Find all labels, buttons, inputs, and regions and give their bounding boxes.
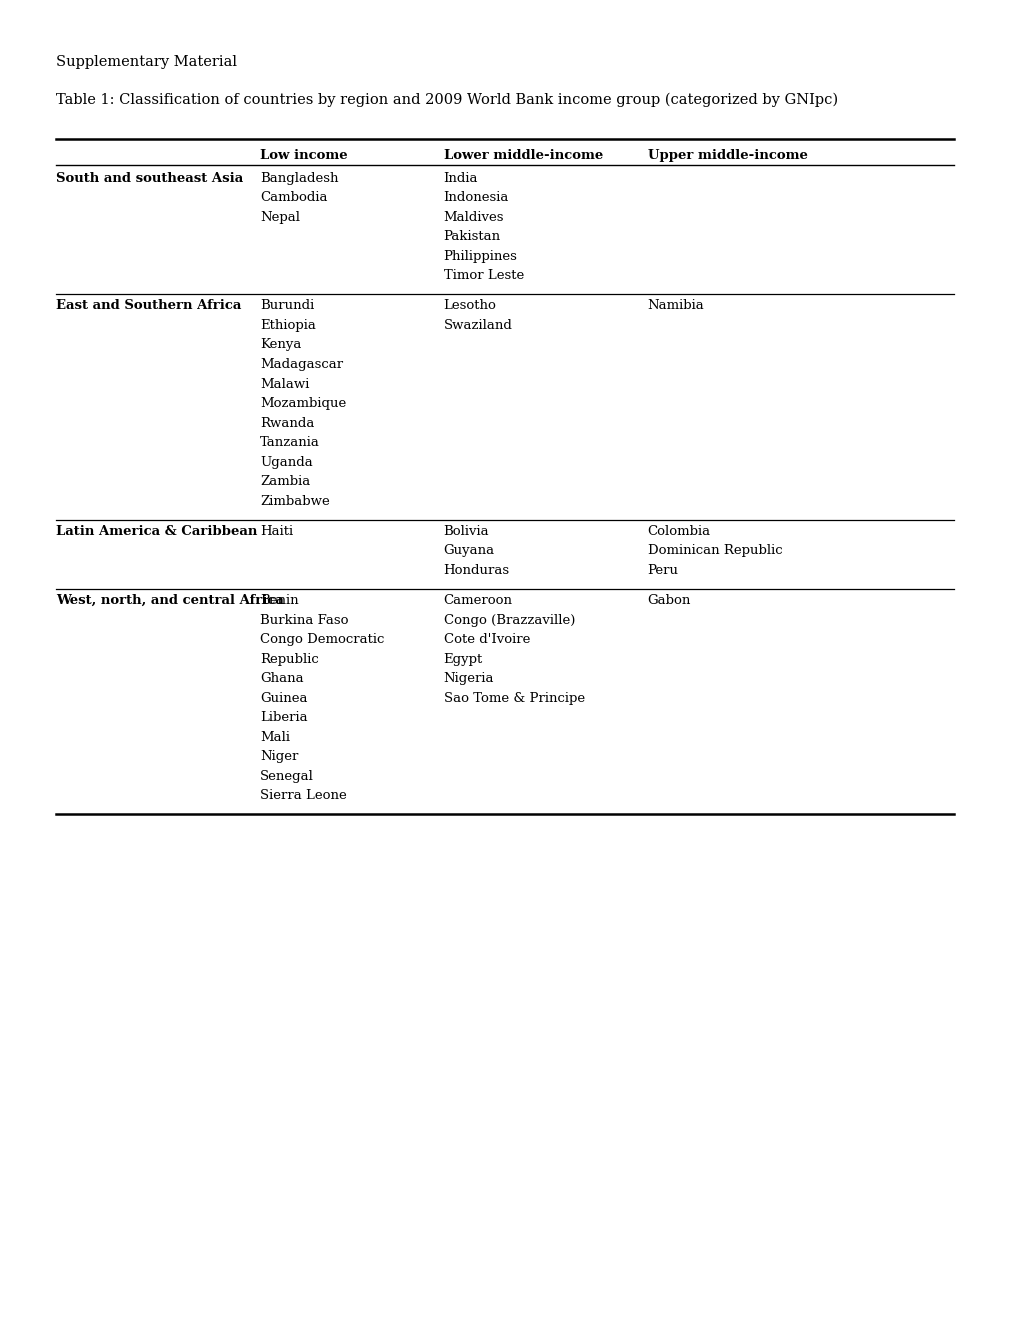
Text: Cambodia: Cambodia	[260, 191, 327, 205]
Text: East and Southern Africa: East and Southern Africa	[56, 300, 242, 313]
Text: Haiti: Haiti	[260, 525, 292, 537]
Text: Bolivia: Bolivia	[443, 525, 489, 537]
Text: Liberia: Liberia	[260, 711, 308, 725]
Text: Pakistan: Pakistan	[443, 230, 500, 243]
Text: Dominican Republic: Dominican Republic	[647, 544, 782, 557]
Text: Table 1: Classification of countries by region and 2009 World Bank income group : Table 1: Classification of countries by …	[56, 92, 838, 107]
Text: Congo (Brazzaville): Congo (Brazzaville)	[443, 614, 575, 627]
Text: Congo Democratic: Congo Democratic	[260, 634, 384, 645]
Text: Kenya: Kenya	[260, 338, 302, 351]
Text: Burkina Faso: Burkina Faso	[260, 614, 348, 627]
Text: Cote d'Ivoire: Cote d'Ivoire	[443, 634, 530, 645]
Text: Honduras: Honduras	[443, 564, 510, 577]
Text: Madagascar: Madagascar	[260, 358, 342, 371]
Text: Colombia: Colombia	[647, 525, 710, 537]
Text: Republic: Republic	[260, 652, 319, 665]
Text: Lower middle-income: Lower middle-income	[443, 149, 602, 162]
Text: Zambia: Zambia	[260, 475, 310, 488]
Text: Guyana: Guyana	[443, 544, 494, 557]
Text: Lesotho: Lesotho	[443, 300, 496, 313]
Text: West, north, and central Africa: West, north, and central Africa	[56, 594, 283, 607]
Text: Mozambique: Mozambique	[260, 397, 346, 411]
Text: Sierra Leone: Sierra Leone	[260, 789, 346, 803]
Text: Cameroon: Cameroon	[443, 594, 513, 607]
Text: Ethiopia: Ethiopia	[260, 319, 316, 331]
Text: Egypt: Egypt	[443, 652, 482, 665]
Text: India: India	[443, 172, 478, 185]
Text: Sao Tome & Principe: Sao Tome & Principe	[443, 692, 584, 705]
Text: Gabon: Gabon	[647, 594, 691, 607]
Text: Rwanda: Rwanda	[260, 417, 314, 429]
Text: South and southeast Asia: South and southeast Asia	[56, 172, 244, 185]
Text: Swaziland: Swaziland	[443, 319, 513, 331]
Text: Latin America & Caribbean: Latin America & Caribbean	[56, 525, 257, 537]
Text: Bangladesh: Bangladesh	[260, 172, 338, 185]
Text: Supplementary Material: Supplementary Material	[56, 55, 236, 70]
Text: Guinea: Guinea	[260, 692, 308, 705]
Text: Nigeria: Nigeria	[443, 672, 494, 685]
Text: Timor Leste: Timor Leste	[443, 269, 524, 282]
Text: Tanzania: Tanzania	[260, 436, 320, 449]
Text: Benin: Benin	[260, 594, 299, 607]
Text: Maldives: Maldives	[443, 211, 503, 223]
Text: Mali: Mali	[260, 731, 289, 743]
Text: Malawi: Malawi	[260, 378, 309, 391]
Text: Philippines: Philippines	[443, 249, 517, 263]
Text: Uganda: Uganda	[260, 455, 313, 469]
Text: Peru: Peru	[647, 564, 678, 577]
Text: Zimbabwe: Zimbabwe	[260, 495, 329, 508]
Text: Ghana: Ghana	[260, 672, 304, 685]
Text: Upper middle-income: Upper middle-income	[647, 149, 807, 162]
Text: Burundi: Burundi	[260, 300, 314, 313]
Text: Senegal: Senegal	[260, 770, 314, 783]
Text: Nepal: Nepal	[260, 211, 300, 223]
Text: Niger: Niger	[260, 750, 299, 763]
Text: Namibia: Namibia	[647, 300, 704, 313]
Text: Indonesia: Indonesia	[443, 191, 508, 205]
Text: Low income: Low income	[260, 149, 347, 162]
